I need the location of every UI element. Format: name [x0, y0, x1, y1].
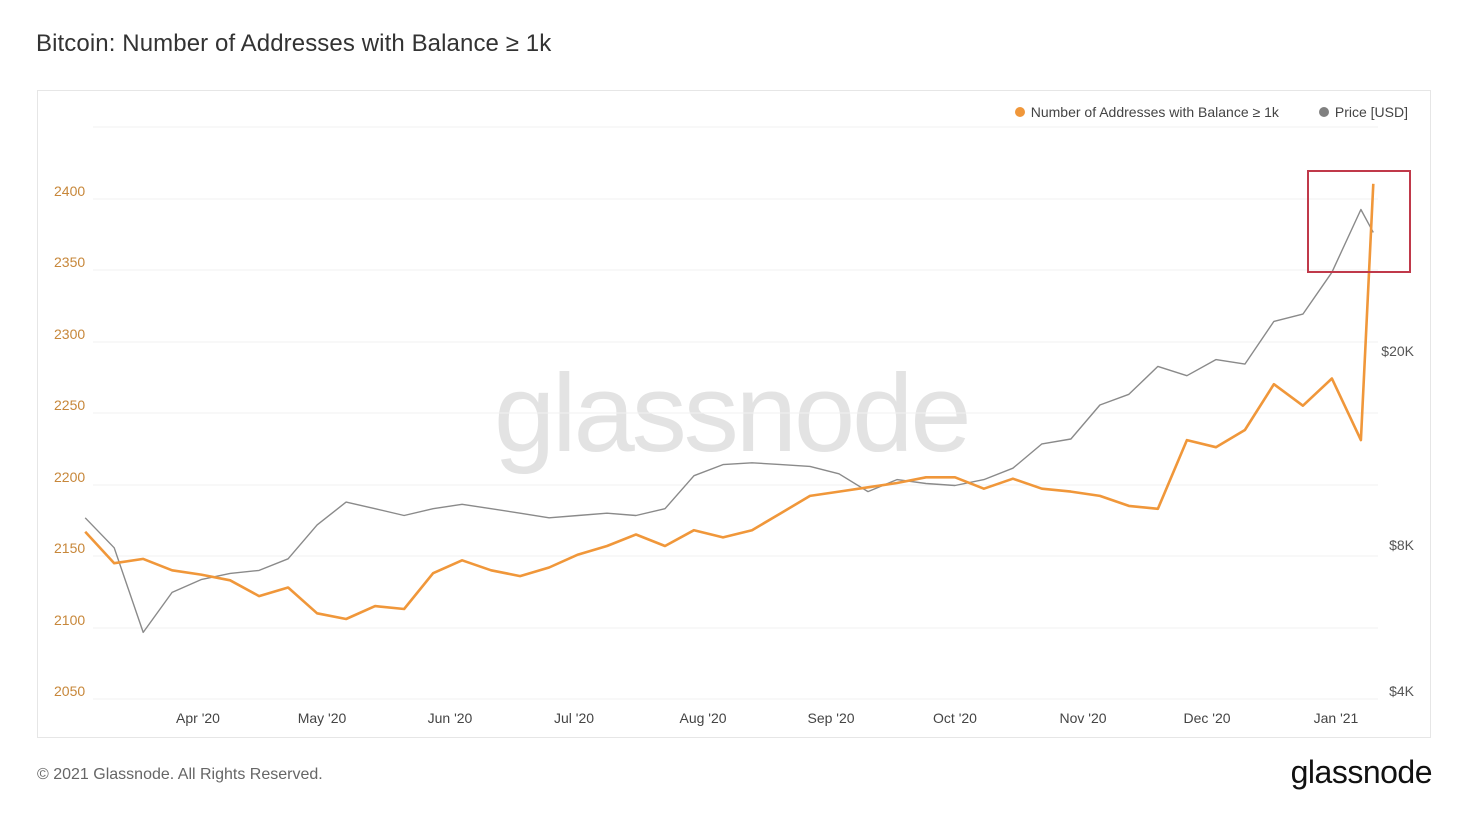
legend-item-price[interactable]: Price [USD] — [1318, 104, 1408, 120]
y-tick-right: $20K — [1381, 343, 1414, 359]
legend-label-price: Price [USD] — [1334, 104, 1408, 120]
legend: Number of Addresses with Balance ≥ 1k Pr… — [1014, 104, 1408, 120]
y-tick-right: $8K — [1389, 537, 1414, 553]
y-tick-left: 2350 — [54, 254, 86, 270]
x-tick: Dec '20 — [1183, 710, 1231, 726]
x-tick: Nov '20 — [1059, 710, 1107, 726]
x-tick: May '20 — [297, 710, 347, 726]
y-tick-left: 2050 — [54, 683, 86, 699]
x-tick: Sep '20 — [807, 710, 855, 726]
x-tick: Apr '20 — [176, 710, 220, 726]
y-tick-left: 2300 — [54, 326, 86, 342]
legend-label-addresses: Number of Addresses with Balance ≥ 1k — [1030, 104, 1279, 120]
x-tick: Jan '21 — [1313, 710, 1359, 726]
glassnode-logo: glassnode — [1290, 754, 1433, 790]
gridlines — [93, 126, 1378, 700]
y-tick-left: 2150 — [54, 540, 86, 556]
x-tick: Aug '20 — [679, 710, 727, 726]
gray-dot-icon — [1318, 107, 1329, 117]
orange-dot-icon — [1014, 107, 1025, 117]
legend-item-addresses[interactable]: Number of Addresses with Balance ≥ 1k — [1014, 104, 1279, 120]
y-tick-left: 2250 — [54, 397, 86, 413]
y-tick-left: 2100 — [54, 612, 86, 628]
addresses-line — [84, 183, 1375, 621]
x-tick: Jun '20 — [427, 710, 473, 726]
chart-panel — [37, 90, 1431, 738]
y-tick-left: 2400 — [54, 183, 86, 199]
price-line — [84, 208, 1374, 634]
copyright-text: © 2021 Glassnode. All Rights Reserved. — [37, 766, 323, 783]
x-tick: Oct '20 — [933, 710, 977, 726]
chart-title: Bitcoin: Number of Addresses with Balanc… — [36, 30, 552, 57]
y-tick-left: 2200 — [54, 469, 86, 485]
y-tick-right: $4K — [1389, 683, 1414, 699]
highlight-box — [1307, 170, 1411, 273]
x-tick: Jul '20 — [553, 710, 595, 726]
